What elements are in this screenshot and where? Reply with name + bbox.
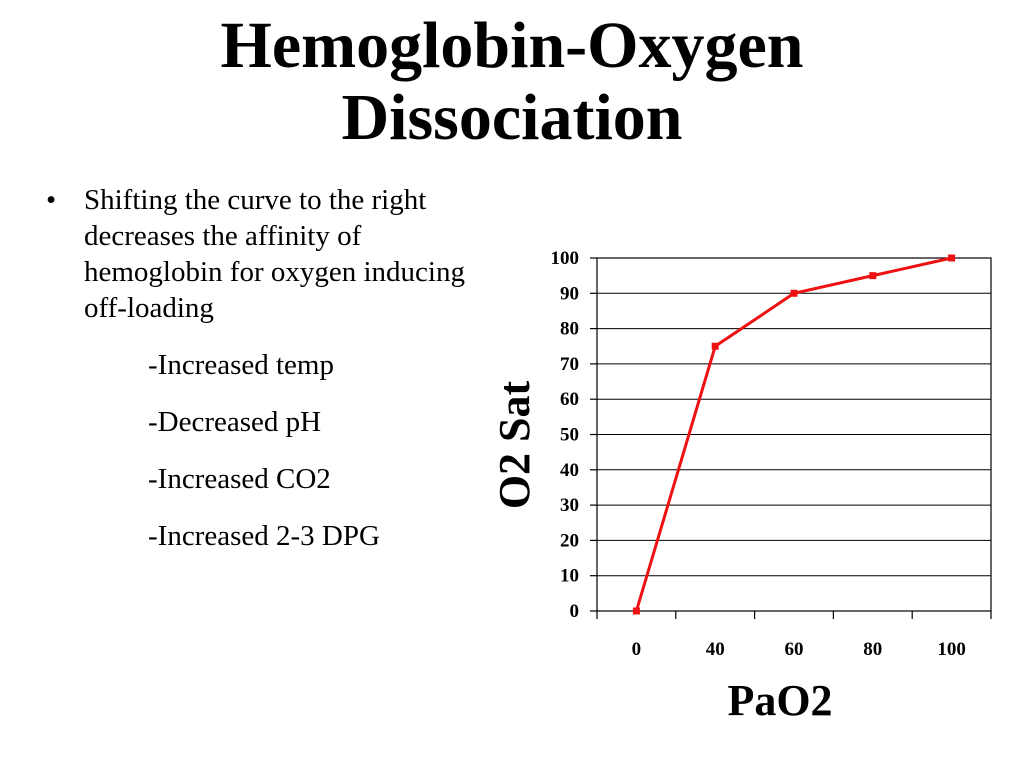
- grid-lines: [597, 292, 991, 577]
- y-tick-label-0: 0: [570, 601, 580, 622]
- x-tick-label-100: 100: [937, 639, 966, 660]
- y-tick-label-90: 90: [560, 283, 579, 304]
- y-tick-label-80: 80: [560, 319, 579, 340]
- sub-item-4: -Increased 2-3 DPG: [148, 520, 380, 552]
- series-layer: [632, 254, 956, 615]
- y-tick-label-50: 50: [560, 425, 579, 446]
- y-tick-label-100: 100: [551, 248, 580, 269]
- title-line-2: Dissociation: [341, 81, 683, 154]
- y-axis-title: O2 Sat: [490, 380, 539, 509]
- axes: [590, 257, 992, 619]
- y-tick-label-10: 10: [560, 566, 579, 587]
- sub-item-2: -Decreased pH: [148, 406, 322, 438]
- bullet-text: Shifting the curve to the right decrease…: [84, 184, 465, 324]
- y-tick-label-20: 20: [560, 530, 579, 551]
- y-tick-label-40: 40: [560, 460, 579, 481]
- sub-list: -Increased temp -Decreased pH -Increased…: [40, 347, 500, 554]
- data-point-60: [790, 289, 798, 297]
- tick-labels: 0 10 20 30 40 50 60 70 80 90 100 0 40 60 80 100: [551, 248, 966, 660]
- x-tick-label-80: 80: [863, 639, 882, 660]
- sub-item-1: -Increased temp: [148, 349, 334, 381]
- data-point-100: [948, 254, 956, 262]
- x-tick-label-40: 40: [706, 639, 725, 660]
- y-tick-label-70: 70: [560, 354, 579, 375]
- bullet-dot-icon: •: [46, 184, 57, 216]
- y-tick-label-30: 30: [560, 495, 579, 516]
- y-tick-label-60: 60: [560, 389, 579, 410]
- title-line-1: Hemoglobin-Oxygen: [220, 9, 804, 82]
- x-tick-label-0: 0: [632, 639, 642, 660]
- data-point-0: [632, 607, 640, 615]
- data-point-40: [711, 342, 719, 350]
- bullet-list: • Shifting the curve to the right decrea…: [40, 182, 500, 554]
- x-tick-label-60: 60: [785, 639, 804, 660]
- bullet-item: • Shifting the curve to the right decrea…: [40, 182, 500, 326]
- slide-title: Hemoglobin-Oxygen Dissociation: [0, 10, 1024, 154]
- sub-item-3: -Increased CO2: [148, 463, 331, 495]
- data-point-80: [869, 272, 877, 280]
- x-axis-title: PaO2: [727, 676, 832, 725]
